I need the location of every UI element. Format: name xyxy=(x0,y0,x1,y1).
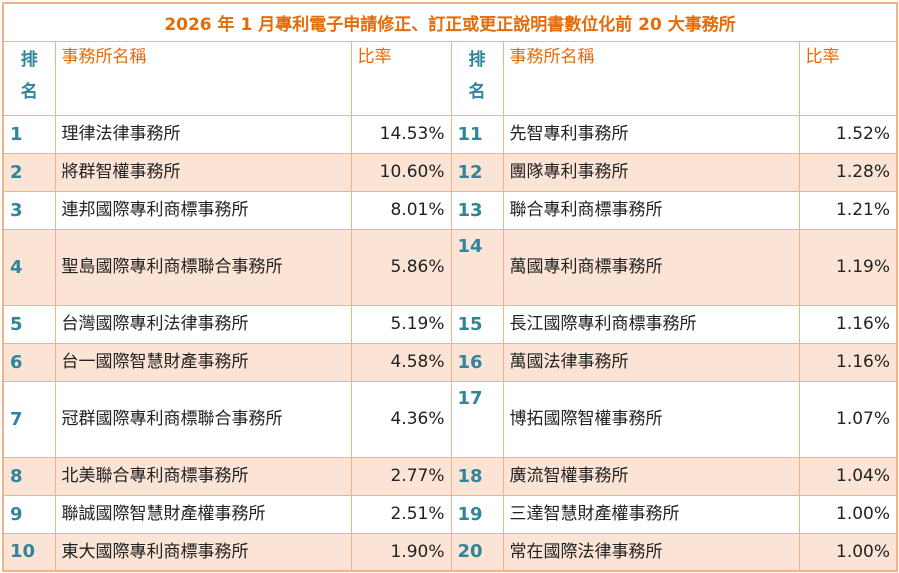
rank-cell: 19 xyxy=(450,494,504,534)
ratio-cell: 1.52% xyxy=(798,114,898,154)
rank-cell: 11 xyxy=(450,114,504,154)
rank-header-char-2: 名 xyxy=(468,81,486,102)
ratio-cell: 1.00% xyxy=(798,494,898,534)
ratio-cell: 5.19% xyxy=(350,304,452,344)
ratio-cell: 1.07% xyxy=(798,380,898,458)
header-row: 排名 事務所名稱 比率 排名 事務所名稱 比率 xyxy=(2,40,898,116)
firm-cell: 先智專利事務所 xyxy=(502,114,800,154)
firm-cell: 廣流智權事務所 xyxy=(502,456,800,496)
ratio-cell: 1.00% xyxy=(798,532,898,572)
firm-cell: 聯誠國際智慧財產權事務所 xyxy=(54,494,352,534)
rank-cell: 12 xyxy=(450,152,504,192)
rank-header-right: 排名 xyxy=(450,40,504,116)
rank-cell: 13 xyxy=(450,190,504,230)
rank-cell: 18 xyxy=(450,456,504,496)
table-row: 10 東大國際專利商標事務所 1.90% 20 常在國際法律事務所 1.00% xyxy=(2,532,898,572)
firm-cell: 北美聯合專利商標事務所 xyxy=(54,456,352,496)
ratio-cell: 1.16% xyxy=(798,304,898,344)
firm-cell: 東大國際專利商標事務所 xyxy=(54,532,352,572)
rank-cell: 5 xyxy=(2,304,56,344)
rank-header-char-1: 排 xyxy=(468,49,486,70)
ratio-cell: 1.19% xyxy=(798,228,898,306)
rank-cell: 20 xyxy=(450,532,504,572)
rank-cell: 2 xyxy=(2,152,56,192)
table-row: 7 冠群國際專利商標聯合事務所 4.36% 17 博拓國際智權事務所 1.07% xyxy=(2,380,898,458)
firm-cell: 萬國法律事務所 xyxy=(502,342,800,382)
firm-cell: 理律法律事務所 xyxy=(54,114,352,154)
table-row: 8 北美聯合專利商標事務所 2.77% 18 廣流智權事務所 1.04% xyxy=(2,456,898,496)
firm-cell: 團隊專利事務所 xyxy=(502,152,800,192)
rank-cell: 7 xyxy=(2,380,56,458)
table-row: 1 理律法律事務所 14.53% 11 先智專利事務所 1.52% xyxy=(2,114,898,154)
table-row: 5 台灣國際專利法律事務所 5.19% 15 長江國際專利商標事務所 1.16% xyxy=(2,304,898,344)
ratio-header-left: 比率 xyxy=(350,40,452,116)
rank-cell: 15 xyxy=(450,304,504,344)
rank-header-char-1: 排 xyxy=(20,49,38,70)
rank-cell: 6 xyxy=(2,342,56,382)
rank-cell: 17 xyxy=(450,380,504,458)
table-row: 6 台一國際智慧財產事務所 4.58% 16 萬國法律事務所 1.16% xyxy=(2,342,898,382)
ratio-cell: 1.90% xyxy=(350,532,452,572)
table-row: 3 連邦國際專利商標事務所 8.01% 13 聯合專利商標事務所 1.21% xyxy=(2,190,898,230)
firm-cell: 長江國際專利商標事務所 xyxy=(502,304,800,344)
ratio-cell: 10.60% xyxy=(350,152,452,192)
rank-cell: 14 xyxy=(450,228,504,306)
ratio-cell: 2.51% xyxy=(350,494,452,534)
ratio-cell: 1.21% xyxy=(798,190,898,230)
firm-cell: 博拓國際智權事務所 xyxy=(502,380,800,458)
firm-cell: 三達智慧財產權事務所 xyxy=(502,494,800,534)
rank-header-char-2: 名 xyxy=(20,81,38,102)
rank-cell: 1 xyxy=(2,114,56,154)
firm-cell: 聖島國際專利商標聯合事務所 xyxy=(54,228,352,306)
ratio-cell: 5.86% xyxy=(350,228,452,306)
table-title: 2026 年 1 月專利電子申請修正、訂正或更正說明書數位化前 20 大事務所 xyxy=(2,2,898,42)
ratio-cell: 14.53% xyxy=(350,114,452,154)
title-row: 2026 年 1 月專利電子申請修正、訂正或更正說明書數位化前 20 大事務所 xyxy=(2,2,898,42)
firm-cell: 將群智權事務所 xyxy=(54,152,352,192)
firm-header-left: 事務所名稱 xyxy=(54,40,352,116)
rank-cell: 3 xyxy=(2,190,56,230)
firm-cell: 常在國際法律事務所 xyxy=(502,532,800,572)
rank-cell: 4 xyxy=(2,228,56,306)
ratio-cell: 4.36% xyxy=(350,380,452,458)
ratio-cell: 1.28% xyxy=(798,152,898,192)
firm-header-right: 事務所名稱 xyxy=(502,40,800,116)
ratio-cell: 8.01% xyxy=(350,190,452,230)
firm-cell: 連邦國際專利商標事務所 xyxy=(54,190,352,230)
firm-cell: 台一國際智慧財產事務所 xyxy=(54,342,352,382)
rank-header-left: 排名 xyxy=(2,40,56,116)
firm-cell: 冠群國際專利商標聯合事務所 xyxy=(54,380,352,458)
ratio-header-right: 比率 xyxy=(798,40,898,116)
ratio-cell: 4.58% xyxy=(350,342,452,382)
rank-cell: 9 xyxy=(2,494,56,534)
table-row: 9 聯誠國際智慧財產權事務所 2.51% 19 三達智慧財產權事務所 1.00% xyxy=(2,494,898,534)
ratio-cell: 2.77% xyxy=(350,456,452,496)
firm-cell: 萬國專利商標事務所 xyxy=(502,228,800,306)
table-row: 4 聖島國際專利商標聯合事務所 5.86% 14 萬國專利商標事務所 1.19% xyxy=(2,228,898,306)
firm-cell: 聯合專利商標事務所 xyxy=(502,190,800,230)
ratio-cell: 1.16% xyxy=(798,342,898,382)
table-row: 2 將群智權事務所 10.60% 12 團隊專利事務所 1.28% xyxy=(2,152,898,192)
firm-cell: 台灣國際專利法律事務所 xyxy=(54,304,352,344)
rank-cell: 16 xyxy=(450,342,504,382)
rank-cell: 10 xyxy=(2,532,56,572)
rank-cell: 8 xyxy=(2,456,56,496)
ratio-cell: 1.04% xyxy=(798,456,898,496)
